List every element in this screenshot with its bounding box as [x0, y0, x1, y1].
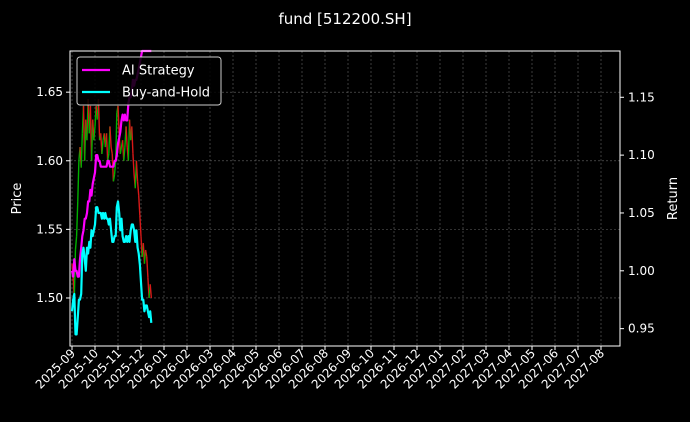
price-segment — [101, 140, 104, 154]
price-segment — [77, 160, 80, 202]
y-right-tick-label: 1.10 — [628, 148, 655, 162]
price-segment — [139, 215, 142, 237]
y-axis-left-label: Price — [10, 183, 25, 215]
x-axis: 2025-092025-102025-112025-122026-012026-… — [33, 346, 607, 392]
price-segment — [110, 146, 113, 155]
price-segment — [93, 126, 96, 141]
legend-box — [76, 56, 222, 106]
price-segment — [74, 236, 78, 251]
price-segment — [105, 133, 109, 161]
price-segment — [113, 160, 117, 175]
grid — [70, 51, 620, 346]
price-segment — [123, 146, 126, 161]
y-right-tick-label: 1.05 — [628, 206, 655, 220]
price-segment — [115, 112, 118, 161]
y-left-tick-label: 1.65 — [36, 85, 63, 99]
price-segment — [146, 256, 149, 278]
price-segment — [109, 126, 112, 148]
price-segment — [75, 201, 79, 237]
price-segment — [119, 146, 123, 155]
price-segment — [73, 249, 77, 298]
legend: AI Strategy Buy-and-Hold — [76, 56, 222, 106]
price-segment — [112, 174, 116, 182]
price-segment — [80, 133, 84, 168]
price-segment — [97, 99, 101, 141]
y-axis-left: 1.50 1.55 1.60 1.65 — [36, 85, 70, 305]
price-segment — [149, 284, 153, 299]
price-segment — [138, 195, 141, 216]
y-left-tick-label: 1.50 — [36, 291, 63, 305]
price-segment — [117, 105, 120, 134]
y-axis-right: 0.95 1.00 1.05 1.10 1.15 — [620, 90, 655, 336]
price-segment — [132, 153, 135, 175]
price-segment — [136, 181, 140, 196]
y-right-tick-label: 1.00 — [628, 264, 655, 278]
price-segment — [106, 153, 110, 161]
chart-title: fund [512200.SH] — [278, 10, 411, 28]
y-axis-right-label: Return — [666, 177, 681, 220]
price-segment — [125, 126, 128, 148]
price-segment — [131, 126, 134, 154]
legend-label: Buy-and-Hold — [122, 86, 210, 101]
price-segment — [135, 160, 139, 182]
y-left-tick-label: 1.55 — [36, 222, 63, 236]
y-left-tick-label: 1.60 — [36, 154, 63, 168]
price-segment — [144, 249, 148, 257]
y-right-tick-label: 1.15 — [628, 90, 655, 104]
plot-frame — [69, 50, 621, 347]
series-line-buy-and-hold — [70, 200, 153, 336]
legend-label: AI Strategy — [122, 64, 195, 79]
y-right-tick-label: 0.95 — [628, 322, 655, 336]
